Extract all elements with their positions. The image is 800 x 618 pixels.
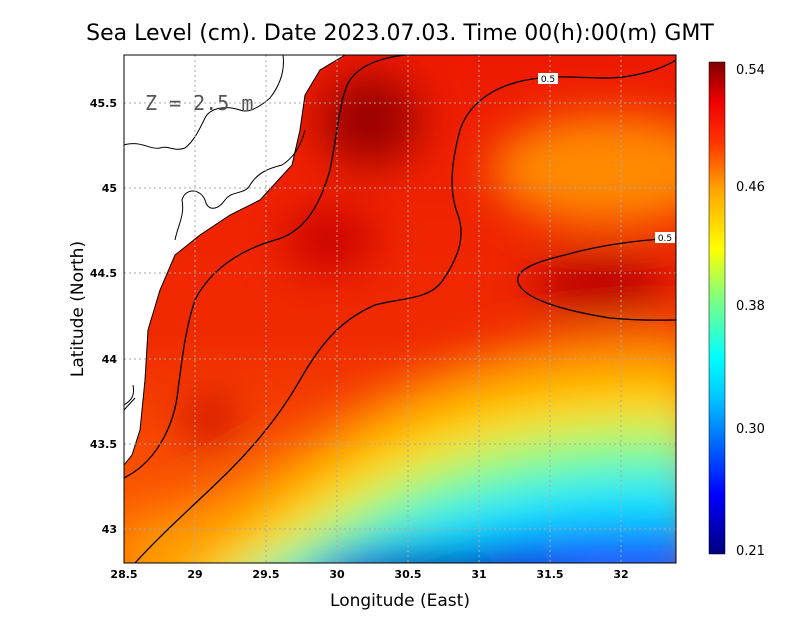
sea-level-field	[124, 55, 676, 563]
colorbar-tick-label: 0.46	[736, 180, 765, 195]
field-blue-core	[324, 549, 556, 563]
y-axis: 43 43.5 44 44.5 45 45.5 Latitude (North)	[68, 97, 117, 536]
contour-label-bg	[655, 232, 675, 243]
x-tick-label: 28.5	[110, 568, 137, 581]
y-tick-label: 43.5	[90, 438, 117, 451]
y-tick-label: 44.5	[90, 267, 117, 280]
contour-label-north: 0.5	[541, 75, 555, 85]
y-tick-label: 45.5	[90, 97, 117, 110]
coastline	[124, 55, 346, 466]
field-max-north	[320, 75, 420, 165]
field-orange-ne	[490, 115, 676, 225]
y-tick-label: 43	[102, 523, 117, 536]
x-tick-label: 32	[613, 568, 628, 581]
land-area	[124, 55, 345, 465]
depth-label: Z = 2.5 m	[145, 91, 253, 115]
colorbar-tick-label: 0.30	[736, 422, 765, 437]
x-tick-label: 30	[329, 568, 345, 581]
x-axis-label: Longitude (East)	[330, 591, 470, 611]
grid	[124, 55, 676, 563]
y-tick-label: 45	[102, 182, 117, 195]
colorbar-tick-label: 0.21	[736, 544, 765, 559]
x-tick-label: 31.5	[536, 568, 563, 581]
colorbar: 0.54 0.46 0.38 0.30 0.21	[708, 61, 765, 559]
colorbar-gradient	[708, 61, 726, 555]
river-danube-delta	[174, 129, 306, 241]
x-tick-label: 29.5	[252, 568, 279, 581]
coast-detail-south	[124, 384, 135, 406]
colorbar-tick-label: 0.54	[736, 63, 765, 78]
contour-label-bg	[538, 73, 558, 84]
y-tick-label: 44	[102, 353, 118, 366]
river-dniester	[124, 55, 284, 150]
field-max-east	[530, 257, 670, 313]
y-axis-label: Latitude (North)	[68, 241, 88, 377]
field-max-west	[188, 398, 232, 442]
x-axis: 28.5 29 29.5 30 30.5 31 31.5 32 Longitud…	[110, 568, 628, 611]
plot-frame	[123, 54, 677, 564]
x-tick-label: 30.5	[394, 568, 421, 581]
x-tick-label: 31	[471, 568, 486, 581]
contour-line-east	[517, 237, 676, 321]
field-max-central	[285, 210, 375, 270]
contour-line-west	[124, 55, 406, 479]
colorbar-tick-label: 0.38	[736, 299, 765, 314]
contour-labels: 0.5 0.5	[538, 73, 675, 244]
map-title: Sea Level (cm). Date 2023.07.03. Time 00…	[86, 21, 714, 46]
contour-label-east: 0.5	[658, 234, 672, 244]
x-tick-label: 29	[187, 568, 202, 581]
